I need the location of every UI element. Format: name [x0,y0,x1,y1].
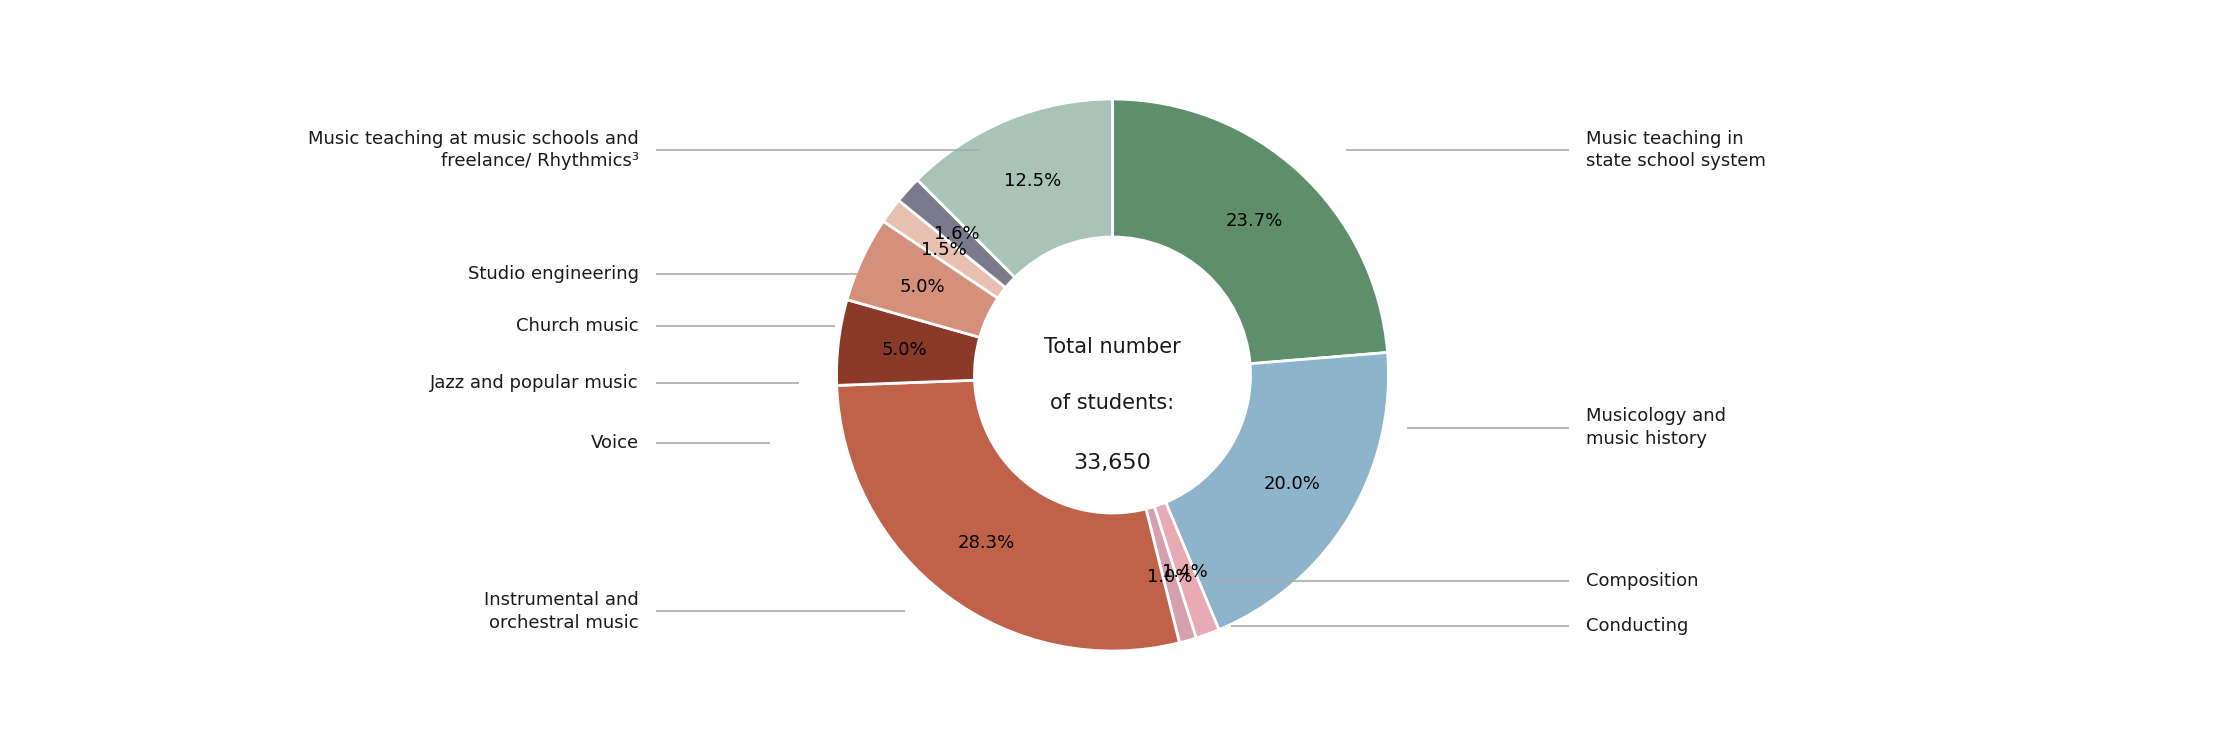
Text: 20.0%: 20.0% [1264,475,1319,493]
Text: Jazz and popular music: Jazz and popular music [429,374,639,392]
Text: 33,650: 33,650 [1075,453,1153,473]
Text: Total number: Total number [1044,338,1181,358]
Text: 5.0%: 5.0% [881,341,928,359]
Text: of students:: of students: [1050,392,1175,412]
Text: 28.3%: 28.3% [959,534,1015,552]
Text: 12.5%: 12.5% [1003,172,1061,190]
Text: 1.0%: 1.0% [1148,568,1193,586]
Text: 1.5%: 1.5% [921,241,968,259]
Wedge shape [848,221,997,338]
Wedge shape [1166,352,1388,630]
Text: Instrumental and
orchestral music: Instrumental and orchestral music [483,591,639,632]
Text: Conducting: Conducting [1586,617,1689,635]
Wedge shape [883,200,1006,298]
Text: Voice: Voice [590,433,639,451]
Text: 23.7%: 23.7% [1226,211,1284,230]
Wedge shape [837,380,1179,651]
Text: Music teaching at music schools and
freelance/ Rhythmics³: Music teaching at music schools and free… [307,130,639,170]
Text: Musicology and
music history: Musicology and music history [1586,407,1727,448]
Text: Music teaching in
state school system: Music teaching in state school system [1586,130,1767,170]
Wedge shape [837,300,979,386]
Text: Church music: Church music [516,317,639,335]
Text: Studio engineering: Studio engineering [467,265,639,283]
Wedge shape [1155,503,1219,638]
Text: Composition: Composition [1586,572,1700,590]
Wedge shape [1112,99,1388,364]
Wedge shape [917,99,1112,278]
Wedge shape [1146,506,1197,643]
Text: 5.0%: 5.0% [899,278,946,296]
Wedge shape [899,180,1015,288]
Text: 1.4%: 1.4% [1161,563,1208,581]
Text: 1.6%: 1.6% [934,225,979,243]
